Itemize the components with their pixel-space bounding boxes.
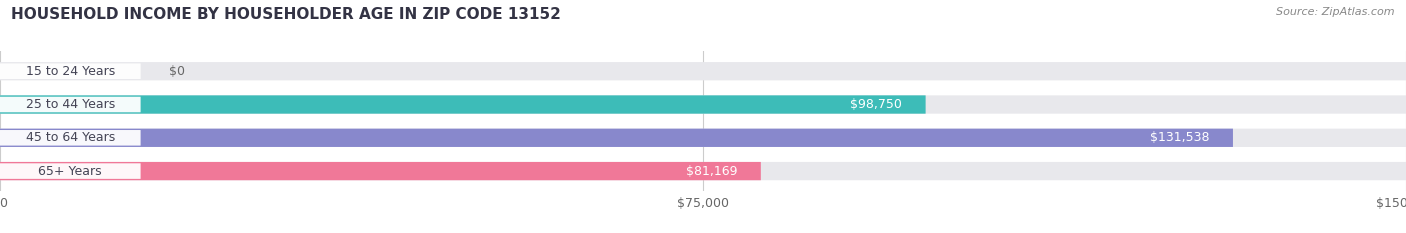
Text: $81,169: $81,169 (686, 164, 737, 178)
FancyBboxPatch shape (0, 129, 1406, 147)
FancyBboxPatch shape (0, 62, 1406, 80)
FancyBboxPatch shape (0, 97, 141, 112)
FancyBboxPatch shape (0, 130, 141, 146)
FancyBboxPatch shape (0, 63, 141, 79)
Text: $131,538: $131,538 (1150, 131, 1209, 144)
Text: $0: $0 (169, 65, 184, 78)
Text: 25 to 44 Years: 25 to 44 Years (25, 98, 115, 111)
FancyBboxPatch shape (0, 95, 925, 114)
Text: 15 to 24 Years: 15 to 24 Years (25, 65, 115, 78)
FancyBboxPatch shape (0, 162, 1406, 180)
Text: HOUSEHOLD INCOME BY HOUSEHOLDER AGE IN ZIP CODE 13152: HOUSEHOLD INCOME BY HOUSEHOLDER AGE IN Z… (11, 7, 561, 22)
Text: 65+ Years: 65+ Years (38, 164, 103, 178)
Text: Source: ZipAtlas.com: Source: ZipAtlas.com (1277, 7, 1395, 17)
FancyBboxPatch shape (0, 129, 1233, 147)
FancyBboxPatch shape (0, 163, 141, 179)
Text: 45 to 64 Years: 45 to 64 Years (25, 131, 115, 144)
FancyBboxPatch shape (0, 95, 1406, 114)
FancyBboxPatch shape (0, 162, 761, 180)
Text: $98,750: $98,750 (851, 98, 903, 111)
